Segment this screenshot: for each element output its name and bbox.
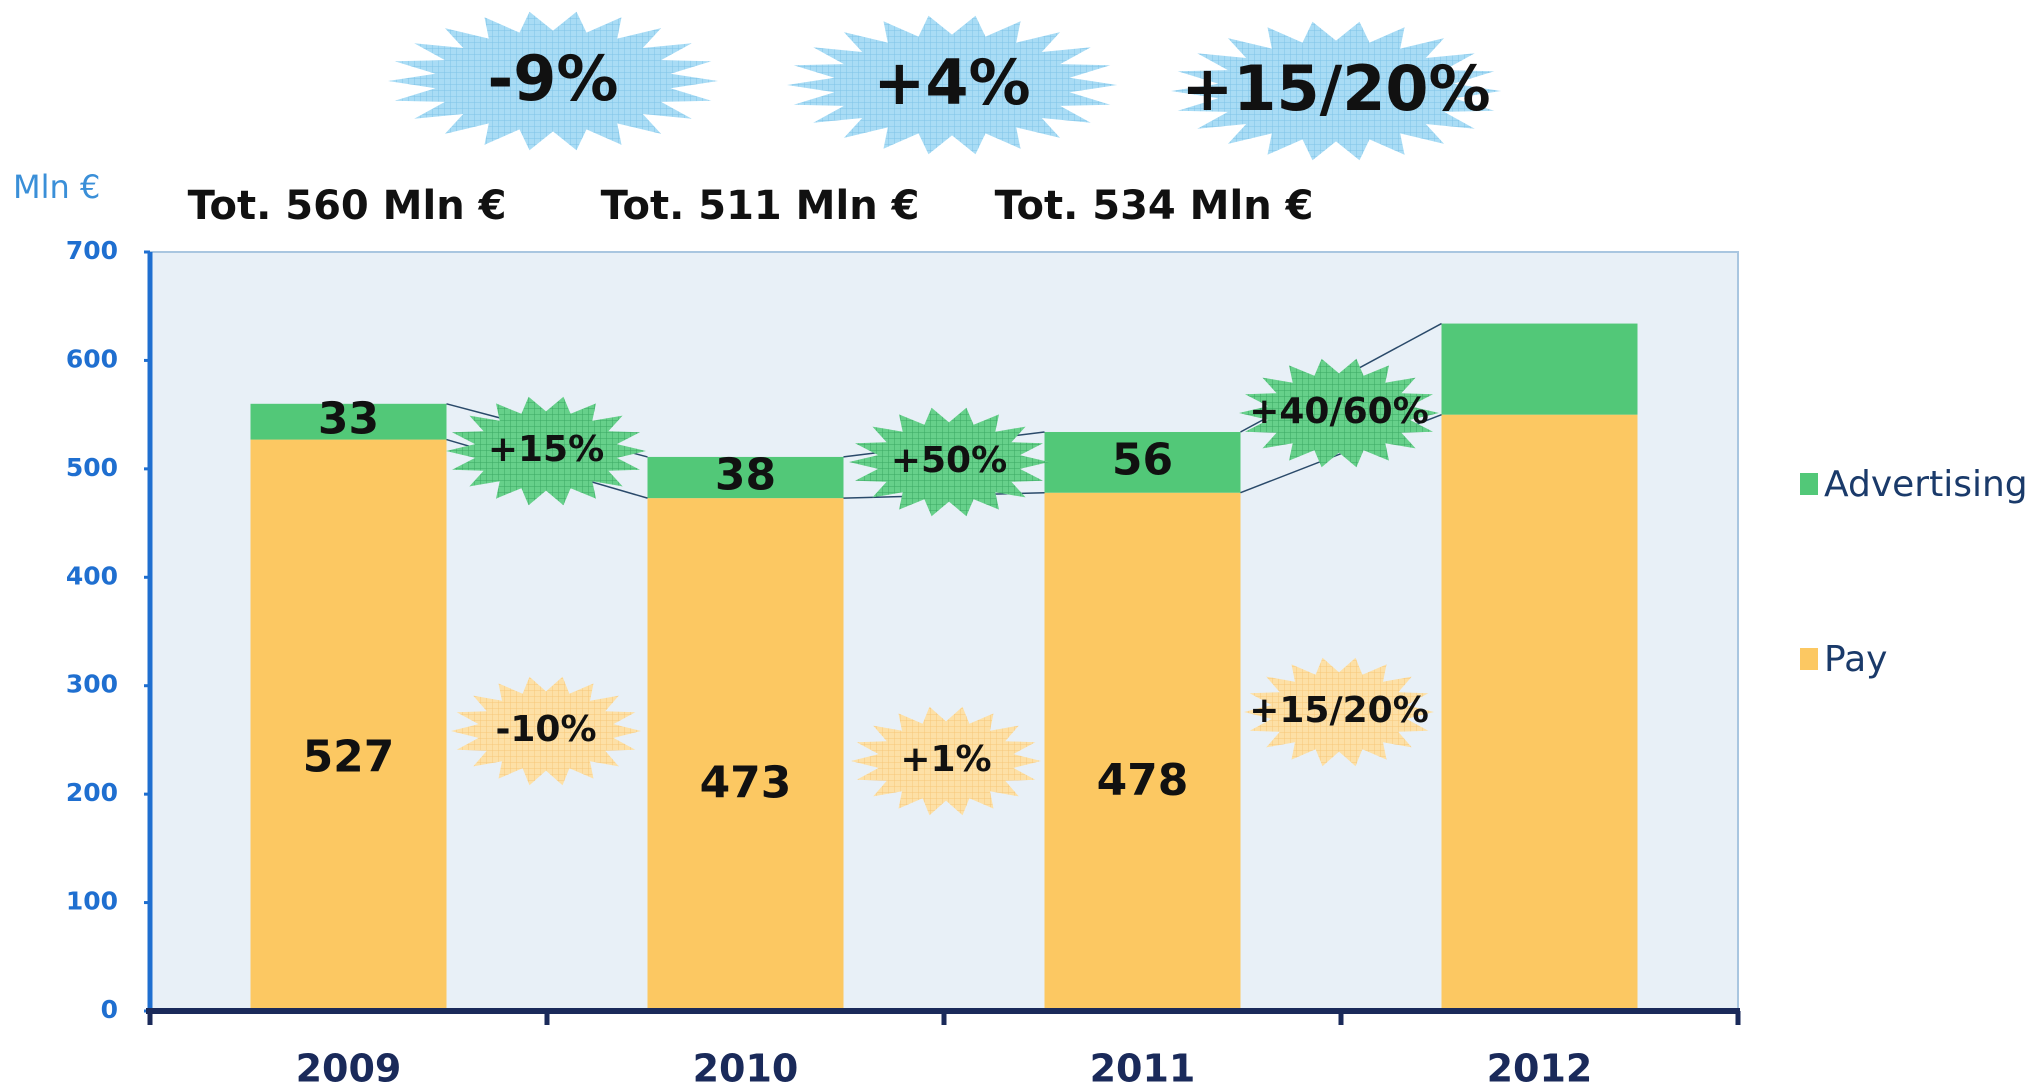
legend-swatch	[1800, 648, 1818, 670]
total-change: +15/20%	[1181, 52, 1490, 125]
advertising-burst	[1239, 358, 1439, 468]
advertising-burst	[849, 407, 1049, 517]
advertising-burst	[446, 396, 646, 506]
pay-change: -10%	[495, 709, 596, 750]
pay-change: +1%	[900, 739, 991, 780]
bar-segment	[1044, 492, 1241, 1011]
y-tick-label: 0	[101, 995, 118, 1024]
bar-segment	[1441, 323, 1638, 415]
x-tick-label: 2009	[296, 1047, 402, 1091]
change-burst	[1171, 21, 1501, 161]
pay-burst	[851, 706, 1041, 816]
y-tick-label: 400	[66, 561, 118, 590]
x-tick-label: 2012	[1487, 1047, 1593, 1091]
total-label: Tot. 534 Mln €	[995, 183, 1314, 229]
y-tick-label: 100	[66, 887, 118, 916]
data-label: 38	[715, 450, 776, 501]
data-label: 478	[1097, 755, 1189, 806]
legend-label: Advertising	[1824, 464, 2028, 505]
change-burst	[388, 11, 718, 151]
total-change: -9%	[488, 42, 619, 115]
y-tick-label: 700	[66, 236, 118, 265]
legend-swatch	[1800, 473, 1818, 495]
total-change: +4%	[873, 46, 1030, 119]
y-tick-label: 500	[66, 453, 118, 482]
total-label: Tot. 560 Mln €	[188, 183, 507, 229]
bar-segment	[250, 439, 447, 1011]
pay-burst	[451, 676, 641, 786]
pay-burst	[1244, 657, 1434, 767]
y-tick-label: 300	[66, 670, 118, 699]
advertising-change: +40/60%	[1249, 391, 1429, 432]
bar-segment	[1044, 431, 1241, 493]
data-label: 33	[318, 394, 379, 445]
data-label: 527	[303, 732, 395, 783]
y-tick-label: 600	[66, 344, 118, 373]
x-tick-label: 2010	[693, 1047, 799, 1091]
total-label: Tot. 511 Mln €	[601, 183, 920, 229]
y-axis-label: Mln €	[13, 168, 100, 206]
change-burst	[787, 15, 1117, 155]
data-label: 473	[700, 757, 792, 808]
bar-segment	[647, 498, 844, 1012]
advertising-change: +50%	[891, 440, 1007, 481]
pay-change: +15/20%	[1249, 690, 1429, 731]
x-tick-label: 2011	[1090, 1047, 1196, 1091]
bar-segment	[647, 456, 844, 499]
y-tick-label: 200	[66, 778, 118, 807]
advertising-change: +15%	[488, 429, 604, 470]
bar-segment	[1441, 414, 1638, 1012]
data-label: 56	[1112, 434, 1173, 485]
legend-label: Pay	[1824, 639, 1887, 680]
bar-segment	[250, 403, 447, 440]
